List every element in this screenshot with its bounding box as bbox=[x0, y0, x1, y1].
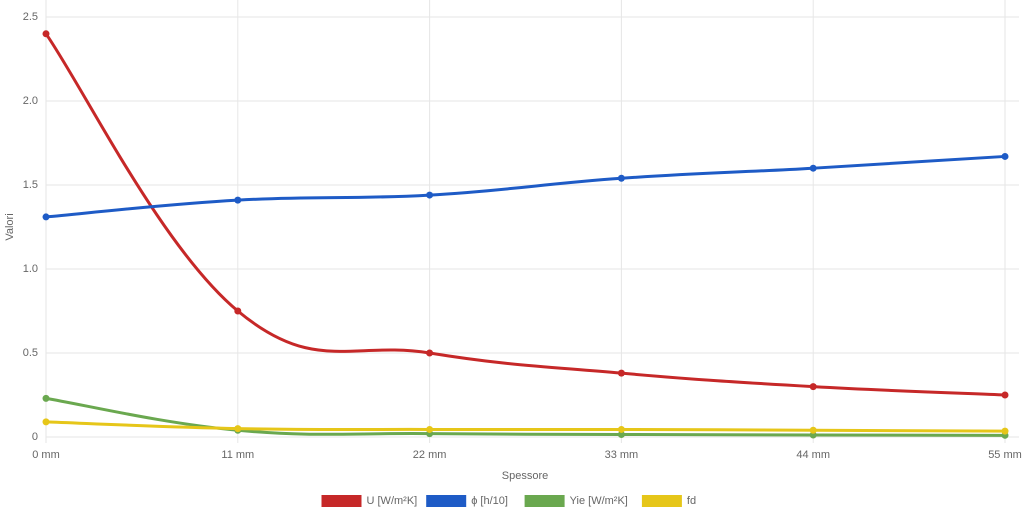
point bbox=[42, 30, 50, 38]
line bbox=[45, 154, 1006, 219]
legend-swatch bbox=[426, 495, 467, 507]
point bbox=[426, 349, 434, 357]
point bbox=[617, 369, 625, 377]
legend-swatch bbox=[321, 495, 362, 507]
x-tick-label: 22 mm bbox=[413, 449, 447, 461]
point bbox=[42, 418, 50, 426]
point bbox=[234, 196, 242, 204]
y-tick-label: 2.0 bbox=[23, 95, 38, 107]
point bbox=[234, 307, 242, 315]
point bbox=[1001, 391, 1009, 399]
y-tick-label: 0.5 bbox=[23, 347, 38, 359]
x-axis-title: Spessore bbox=[502, 470, 548, 482]
y-tick-label: 1.5 bbox=[23, 179, 38, 191]
point bbox=[1001, 427, 1009, 435]
point bbox=[426, 425, 434, 433]
x-tick-label: 44 mm bbox=[796, 449, 830, 461]
legend-label: U [W/m²K] bbox=[367, 495, 418, 507]
point bbox=[234, 425, 242, 433]
point bbox=[617, 425, 625, 433]
point bbox=[1001, 152, 1009, 160]
point bbox=[617, 174, 625, 182]
point bbox=[42, 394, 50, 402]
x-tick-label: 0 mm bbox=[32, 449, 60, 461]
legend-swatch bbox=[641, 495, 682, 507]
y-tick-label: 0 bbox=[32, 431, 38, 443]
point bbox=[809, 383, 817, 391]
x-tick-label: 33 mm bbox=[605, 449, 639, 461]
line bbox=[45, 420, 1006, 433]
legend-swatch bbox=[524, 495, 565, 507]
line bbox=[44, 32, 1006, 397]
point bbox=[617, 430, 625, 438]
point bbox=[809, 426, 817, 434]
point bbox=[426, 191, 434, 199]
legend-label: Yie [W/m²K] bbox=[570, 495, 628, 507]
point bbox=[42, 213, 50, 221]
legend-label: ϕ [h/10] bbox=[471, 495, 508, 507]
legend-label: fd bbox=[687, 495, 696, 507]
x-tick-label: 11 mm bbox=[221, 449, 254, 461]
x-tick-label: 55 mm bbox=[988, 449, 1022, 461]
y-tick-label: 2.5 bbox=[23, 11, 38, 23]
y-axis-title: Valori bbox=[4, 213, 16, 240]
y-tick-label: 1.0 bbox=[23, 263, 38, 275]
point bbox=[809, 164, 817, 172]
